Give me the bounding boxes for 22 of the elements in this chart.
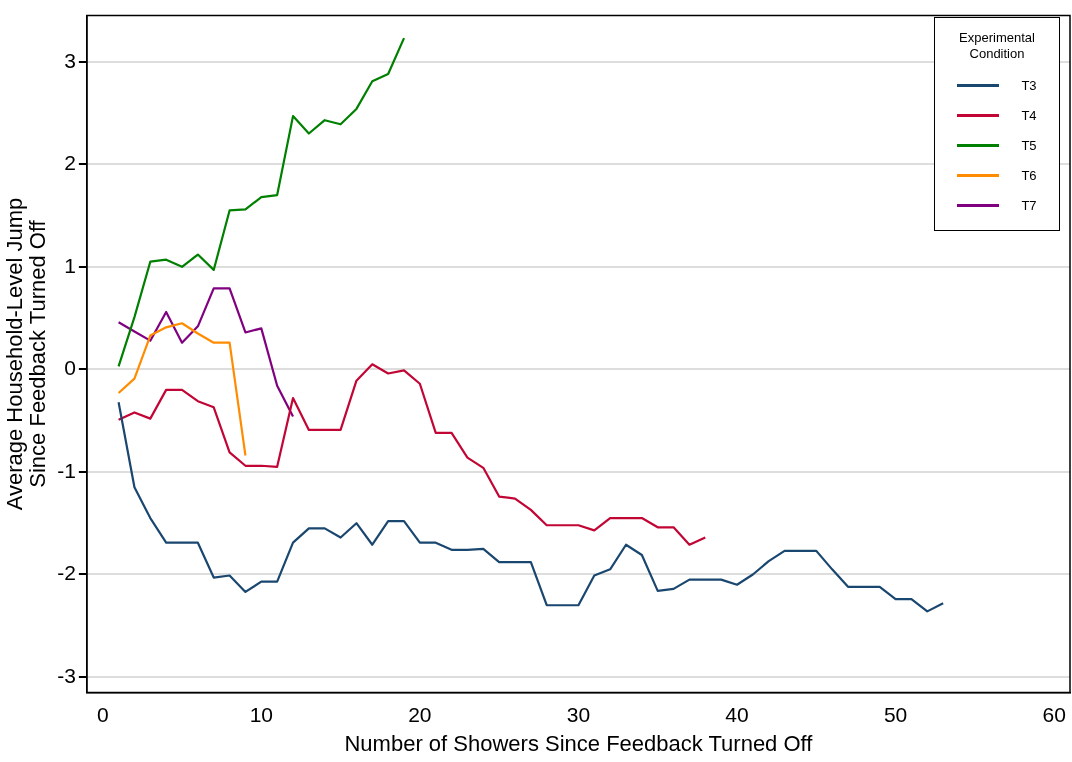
y-tick-label: -3 xyxy=(57,663,76,687)
legend-label: T5 xyxy=(1021,137,1037,153)
legend-label: T3 xyxy=(1021,77,1037,93)
y-tick-label: -2 xyxy=(57,561,76,585)
legend-label: T7 xyxy=(1021,197,1037,213)
legend-label: T4 xyxy=(1021,107,1037,123)
legend-title: Experimental Condition xyxy=(958,30,1036,62)
x-axis-title: Number of Showers Since Feedback Turned Off xyxy=(344,730,814,756)
x-tick-label: 50 xyxy=(883,702,908,726)
y-tick-label: 1 xyxy=(64,253,76,277)
x-tick-label: 40 xyxy=(725,702,749,726)
x-tick-label: 30 xyxy=(566,702,591,726)
y-tick-label: 3 xyxy=(64,48,76,72)
y-tick-label: 0 xyxy=(64,356,76,380)
y-tick-label: 2 xyxy=(64,151,76,175)
x-tick-label: 20 xyxy=(408,702,432,726)
y-tick-label: -1 xyxy=(57,458,76,482)
x-tick-label: 0 xyxy=(96,702,109,726)
y-axis-title: Average Household-Level Jump Since Feedback Turned Off xyxy=(1,197,50,511)
x-tick-label: 60 xyxy=(1042,702,1066,726)
x-tick-label: 10 xyxy=(249,702,273,726)
legend-label: T6 xyxy=(1021,167,1037,183)
